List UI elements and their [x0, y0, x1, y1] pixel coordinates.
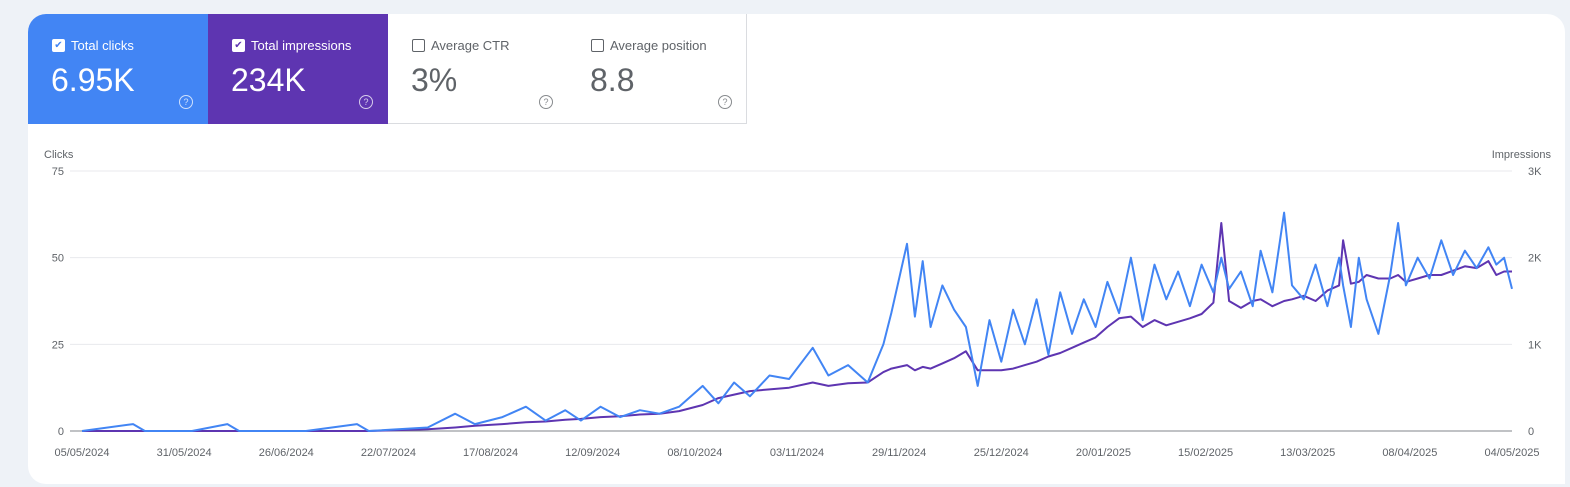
x-tick-label: 25/12/2024 — [974, 447, 1029, 459]
x-tick-label: 03/11/2024 — [770, 447, 824, 459]
x-tick-label: 31/05/2024 — [157, 447, 212, 459]
x-tick-label: 15/02/2025 — [1178, 447, 1233, 459]
metric-label: Total clicks — [71, 38, 134, 53]
metric-tile-average-ctr[interactable]: Average CTR 3% ? — [388, 14, 568, 124]
left-tick-label: 50 — [52, 253, 64, 265]
help-icon[interactable]: ? — [359, 95, 373, 109]
x-tick-label: 08/10/2024 — [667, 447, 722, 459]
metric-value: 234K — [231, 62, 306, 98]
checkbox-checked-icon[interactable]: ✔ — [52, 39, 65, 52]
metric-value: 6.95K — [51, 62, 135, 98]
metric-tile-total-clicks[interactable]: ✔ Total clicks 6.95K ? — [28, 14, 208, 124]
right-axis-label: Impressions — [1492, 149, 1552, 161]
left-axis-label: Clicks — [44, 149, 74, 161]
metric-label: Total impressions — [251, 38, 352, 53]
right-tick-label: 0 — [1528, 426, 1534, 438]
x-tick-label: 26/06/2024 — [259, 447, 314, 459]
metric-tile-average-position[interactable]: Average position 8.8 ? — [567, 14, 747, 124]
x-tick-label: 20/01/2025 — [1076, 447, 1131, 459]
left-tick-label: 0 — [58, 426, 64, 438]
left-tick-label: 25 — [52, 339, 64, 351]
left-tick-label: 75 — [52, 166, 64, 178]
metric-label: Average position — [610, 38, 707, 53]
x-tick-label: 29/11/2024 — [872, 447, 926, 459]
checkbox-checked-icon[interactable]: ✔ — [232, 39, 245, 52]
x-tick-label: 13/03/2025 — [1280, 447, 1335, 459]
x-tick-label: 04/05/2025 — [1484, 447, 1539, 459]
right-tick-label: 2K — [1528, 253, 1542, 265]
help-icon[interactable]: ? — [179, 95, 193, 109]
help-icon[interactable]: ? — [718, 95, 732, 109]
checkbox-unchecked-icon[interactable] — [591, 39, 604, 52]
right-tick-label: 3K — [1528, 166, 1542, 178]
metric-value: 3% — [411, 62, 458, 98]
clicks-line — [81, 211, 1513, 432]
metric-tile-total-impressions[interactable]: ✔ Total impressions 234K ? — [208, 14, 388, 124]
metric-label: Average CTR — [431, 38, 510, 53]
x-tick-label: 12/09/2024 — [565, 447, 620, 459]
impressions-line — [82, 222, 1512, 432]
help-icon[interactable]: ? — [539, 95, 553, 109]
checkbox-unchecked-icon[interactable] — [412, 39, 425, 52]
metric-value: 8.8 — [590, 62, 635, 98]
right-tick-label: 1K — [1528, 339, 1542, 351]
x-tick-label: 17/08/2024 — [463, 447, 518, 459]
x-tick-label: 22/07/2024 — [361, 447, 416, 459]
x-tick-label: 08/04/2025 — [1382, 447, 1437, 459]
performance-card: ✔ Total clicks 6.95K ? ✔ Total impressions… — [28, 14, 1565, 484]
x-tick-label: 05/05/2024 — [54, 447, 109, 459]
